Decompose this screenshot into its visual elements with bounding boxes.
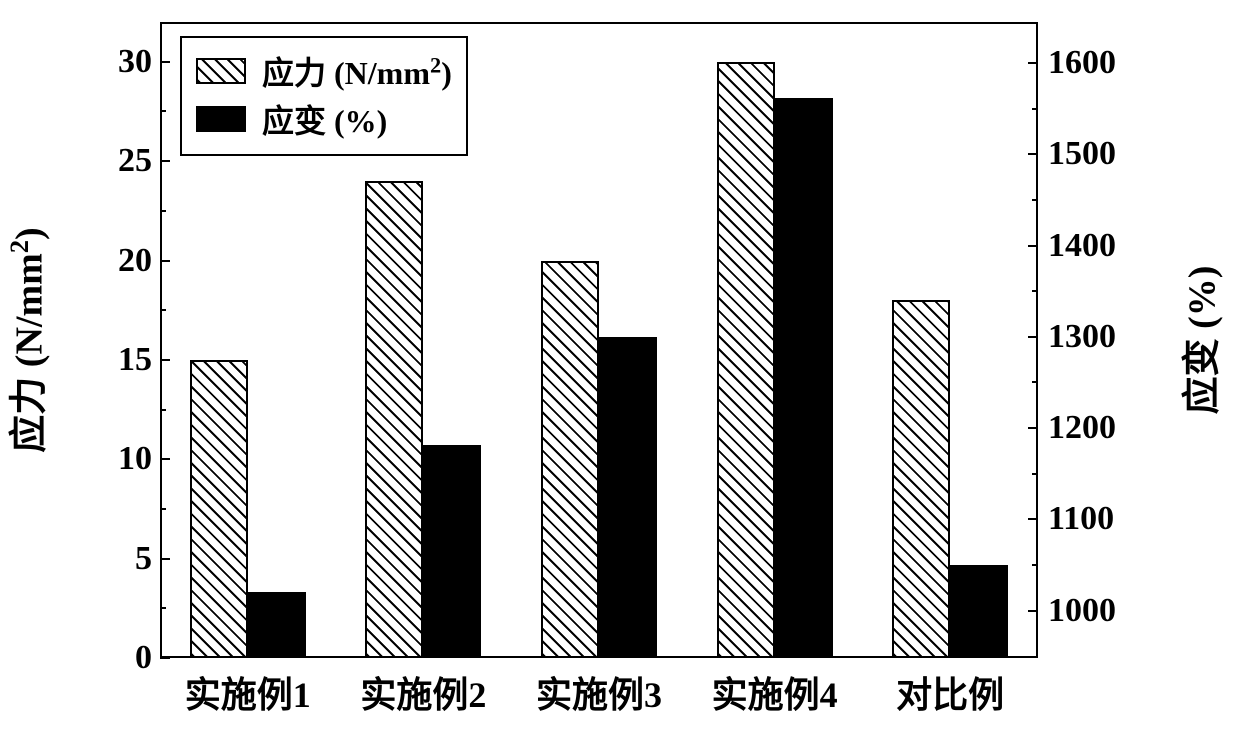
y-right-tick-label: 1300 bbox=[1048, 318, 1116, 356]
bar-strain bbox=[599, 337, 657, 658]
y-axis-left-label: 应力 (N/mm2) bbox=[0, 227, 53, 452]
y-right-tick bbox=[1028, 610, 1038, 612]
y-right-tick-label: 1100 bbox=[1048, 500, 1114, 538]
bar-stress bbox=[717, 62, 775, 658]
y-right-minor-tick bbox=[1032, 290, 1038, 292]
bar-strain bbox=[423, 445, 481, 658]
y-left-minor-tick bbox=[160, 309, 166, 311]
y-left-tick-label: 30 bbox=[118, 43, 152, 81]
y-left-tick bbox=[160, 558, 170, 560]
y-right-tick bbox=[1028, 336, 1038, 338]
y-right-minor-tick bbox=[1032, 381, 1038, 383]
bar-strain bbox=[248, 592, 306, 658]
y-left-tick-label: 20 bbox=[118, 242, 152, 280]
legend-item: 应力 (N/mm2) bbox=[196, 48, 452, 94]
y-right-tick-label: 1200 bbox=[1048, 409, 1116, 447]
y-right-minor-tick bbox=[1032, 108, 1038, 110]
y-axis-right-label: 应变 (%) bbox=[1171, 266, 1226, 415]
category-label: 对比例 bbox=[862, 666, 1038, 718]
bar-stress bbox=[892, 300, 950, 658]
y-left-minor-tick bbox=[160, 210, 166, 212]
y-right-tick-label: 1600 bbox=[1048, 44, 1116, 82]
y-left-tick-label: 5 bbox=[135, 540, 152, 578]
legend: 应力 (N/mm2)应变 (%) bbox=[180, 36, 468, 156]
chart-container: 应力 (N/mm2) 应变 (%) 应力 (N/mm2)应变 (%) 05101… bbox=[0, 0, 1239, 755]
y-right-minor-tick bbox=[1032, 199, 1038, 201]
y-right-tick-label: 1500 bbox=[1048, 135, 1116, 173]
y-right-tick-label: 1400 bbox=[1048, 227, 1116, 265]
legend-swatch-solid bbox=[196, 106, 246, 132]
legend-swatch-hatched bbox=[196, 58, 246, 84]
y-right-tick bbox=[1028, 153, 1038, 155]
y-right-minor-tick bbox=[1032, 564, 1038, 566]
y-left-tick-label: 0 bbox=[135, 639, 152, 677]
y-right-tick bbox=[1028, 245, 1038, 247]
y-right-tick-label: 1000 bbox=[1048, 592, 1116, 630]
y-left-tick-label: 25 bbox=[118, 142, 152, 180]
y-left-tick-label: 15 bbox=[118, 341, 152, 379]
y-left-minor-tick bbox=[160, 409, 166, 411]
category-label: 实施例1 bbox=[160, 666, 336, 718]
y-left-minor-tick bbox=[160, 607, 166, 609]
bar-stress bbox=[365, 181, 423, 658]
category-label: 实施例4 bbox=[687, 666, 863, 718]
y-left-tick bbox=[160, 458, 170, 460]
y-left-tick bbox=[160, 657, 170, 659]
y-right-tick bbox=[1028, 427, 1038, 429]
legend-label: 应变 (%) bbox=[262, 96, 387, 142]
category-label: 实施例3 bbox=[511, 666, 687, 718]
y-left-tick-label: 10 bbox=[118, 440, 152, 478]
y-left-minor-tick bbox=[160, 508, 166, 510]
y-left-tick bbox=[160, 359, 170, 361]
bar-stress bbox=[190, 360, 248, 658]
y-left-tick bbox=[160, 160, 170, 162]
y-right-tick bbox=[1028, 62, 1038, 64]
bar-strain bbox=[950, 565, 1008, 658]
legend-label: 应力 (N/mm2) bbox=[262, 48, 452, 94]
y-left-tick bbox=[160, 61, 170, 63]
bar-strain bbox=[775, 98, 833, 658]
bar-stress bbox=[541, 261, 599, 659]
legend-item: 应变 (%) bbox=[196, 96, 452, 142]
y-left-tick bbox=[160, 260, 170, 262]
y-right-tick bbox=[1028, 518, 1038, 520]
y-right-minor-tick bbox=[1032, 473, 1038, 475]
y-left-minor-tick bbox=[160, 110, 166, 112]
category-label: 实施例2 bbox=[336, 666, 512, 718]
